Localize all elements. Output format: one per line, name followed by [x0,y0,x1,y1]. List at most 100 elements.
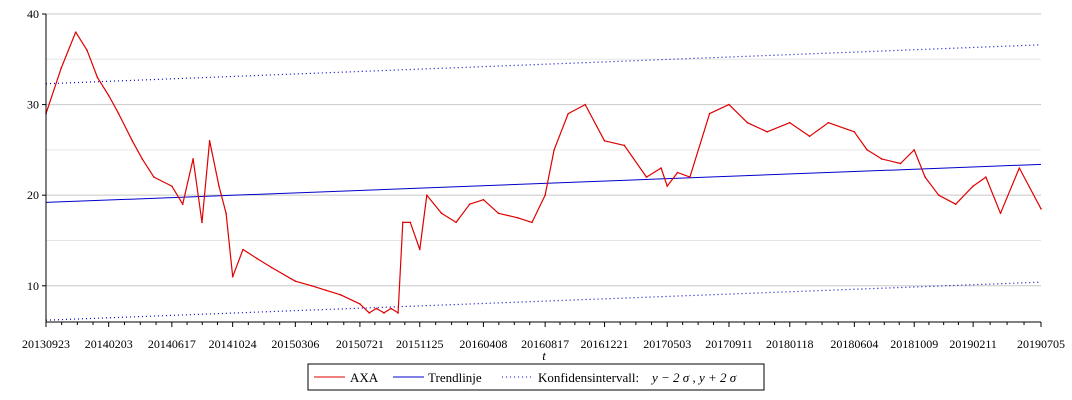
axa-data-point [325,289,327,292]
x-tick-label: 20190705 [1017,337,1065,351]
x-tick-label: 20150306 [271,337,319,351]
axa-data-point [418,248,421,251]
axa-data-point [141,158,143,160]
axa-data-point [567,112,570,115]
trend-line [45,163,1042,203]
axa-data-point [117,112,120,115]
axa-data-point [924,176,926,178]
legend-confidence-label: Konfidensintervall: [538,370,639,385]
x-tick-label: 20161221 [581,337,629,351]
axa-data-point [853,130,856,133]
x-tick-label: 20181009 [890,337,938,351]
x-tick-label: 20180604 [830,337,878,351]
axa-data-point [808,135,811,138]
axa-data-point [368,312,371,314]
axa-data-point [256,257,258,260]
axa-data-point [74,31,77,33]
axa-data-point [913,149,916,151]
y-tick-label: 40 [27,7,39,21]
x-tick-label: 20150721 [336,337,384,351]
grid-lines [46,13,1041,287]
legend-box [307,363,765,391]
axa-data-point [899,162,902,165]
y-tick-label: 30 [27,98,39,112]
axa-data-point [426,194,428,196]
axa-data-point [1040,207,1042,210]
axa-data-point [788,121,791,124]
axa-data-point [311,284,313,287]
plot-area [45,31,1042,321]
x-tick-label: 20160408 [459,337,507,351]
axa-data-point [218,185,220,187]
axa-data-point [375,307,378,310]
legend-axa-label: AXA [350,370,379,385]
legend-trend-label: Trendlinje [428,370,482,385]
legend-confidence-math: y − 2 σ , y + 2 σ [650,370,737,385]
axa-data-point [402,221,404,224]
axa-data-point [181,203,184,206]
axa-data-point [171,185,173,187]
axes [45,14,1041,323]
x-axis-title: t [542,348,546,363]
axa-data-point [242,248,244,251]
axa-data-point [746,121,749,124]
x-tick-label: 20140203 [85,337,133,351]
axa-data-point [359,303,361,305]
axa-data-point [192,158,194,160]
x-tick-label: 20170503 [643,337,691,351]
axa-data-point [937,194,940,196]
axa-data-point [1018,167,1021,169]
axa-data-point [517,217,519,219]
confidence-lower-line [45,281,1042,321]
axa-series-line [45,31,1042,314]
axa-data-point [584,103,587,106]
x-tick-label: 20170911 [705,337,753,351]
axa-data-point [339,294,342,296]
axa-data-point [603,140,606,142]
axa-data-point [153,176,155,178]
confidence-upper-line [45,44,1042,85]
x-tick-label: 20140617 [148,337,196,351]
axa-data-point [544,194,546,196]
axa-data-point [482,198,485,201]
axa-data-point [676,171,679,174]
axa-data-point [827,121,830,124]
axa-data-point [440,212,443,215]
axa-data-point [86,49,88,52]
axa-data-point [666,185,669,187]
axa-data-point [208,140,211,142]
x-tick-label: 20190211 [949,337,997,351]
x-tick-label: 20130923 [22,337,70,351]
axa-data-point [866,149,868,151]
x-tick-label: 20141024 [209,337,257,351]
y-ticks: 10 20 30 40 [27,7,46,293]
axa-data-point [96,76,99,79]
axa-data-point [60,67,62,70]
y-tick-label: 20 [27,188,39,202]
axa-data-point [390,307,392,310]
axa-data-point [107,94,110,97]
axa-data-point [645,176,648,178]
axa-data-point [999,212,1002,215]
axa-data-point [880,158,883,160]
axa-data-point [455,221,457,224]
x-ticks: 20130923 20140203 20140617 20141024 20150306… [22,322,1065,351]
axa-data-point [409,221,412,224]
axa-data-point [553,149,555,151]
axa-data-point [231,275,234,278]
axa-data-point [660,167,662,169]
axa-data-point [497,212,500,215]
axa-data-point [397,312,399,314]
x-tick-label: 20151125 [396,337,444,351]
axa-data-point [985,176,987,178]
x-tick-label: 20180118 [766,337,814,351]
axa-data-point [131,140,134,142]
axa-data-point [225,212,227,215]
axa-data-point [383,312,385,314]
axa-data-point [708,112,711,115]
axa-data-point [972,185,974,187]
y-tick-label: 10 [27,279,39,293]
axa-data-point [954,203,957,206]
axa-data-point [766,130,768,133]
